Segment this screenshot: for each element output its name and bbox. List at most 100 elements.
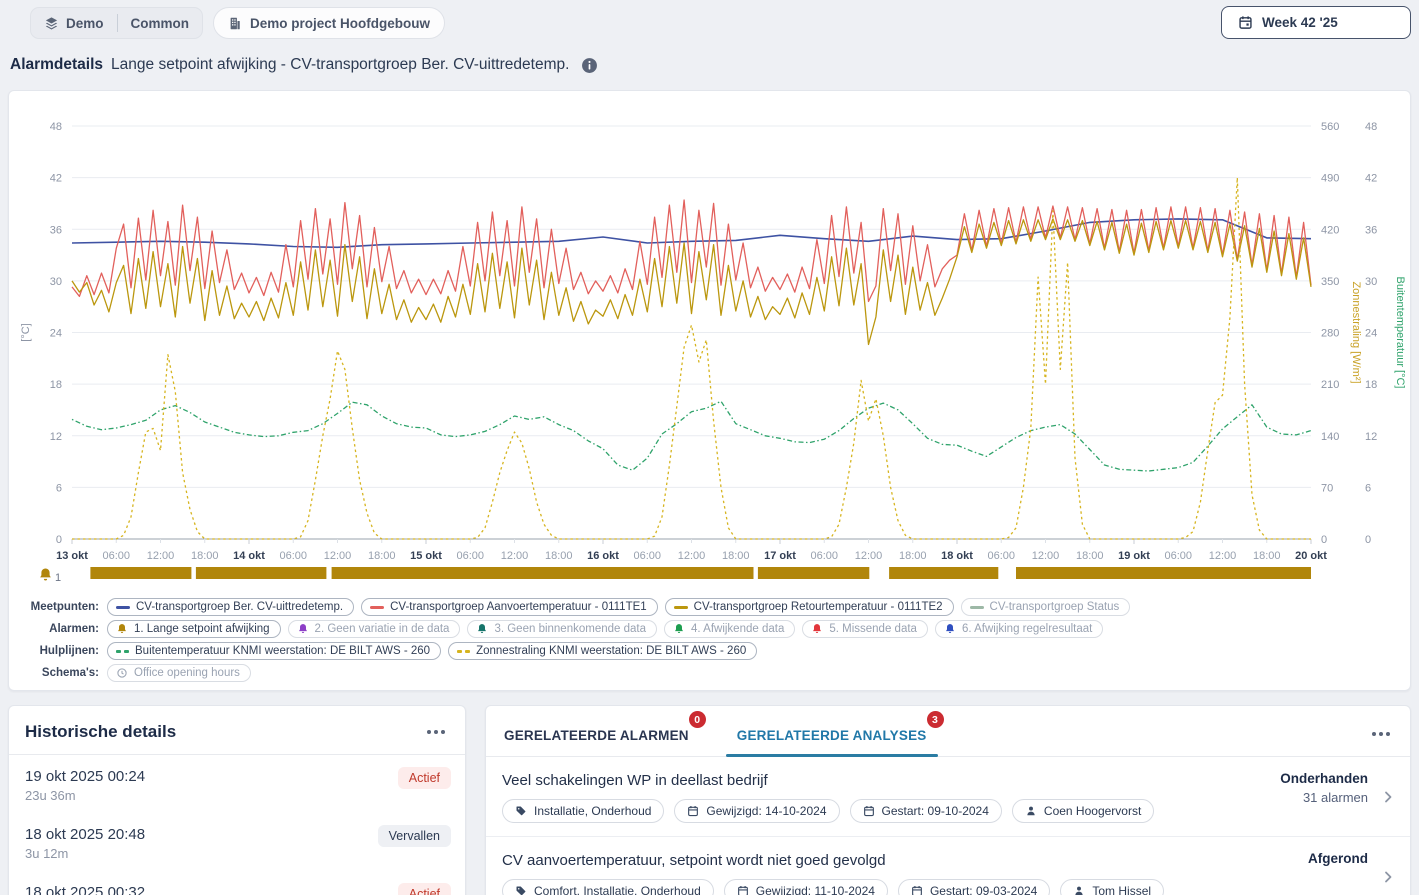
- svg-text:350: 350: [1321, 276, 1339, 288]
- analysis-status: Onderhanden: [1280, 771, 1368, 786]
- history-row[interactable]: 18 okt 2025 20:48 3u 12m Vervallen: [9, 813, 465, 871]
- legend-row: Hulplijnen: Buitentemperatuur KNMI weerst…: [21, 642, 1410, 660]
- org-button[interactable]: Demo: [31, 8, 117, 38]
- related-menu-button[interactable]: [1368, 728, 1394, 740]
- svg-text:48: 48: [50, 121, 62, 133]
- legend-row: Schema's:Office opening hours: [21, 664, 1410, 682]
- week-selector[interactable]: Week 42 '25: [1221, 6, 1411, 39]
- svg-text:06:00: 06:00: [987, 550, 1015, 562]
- owner-label: Coen Hoogervorst: [1044, 804, 1141, 818]
- svg-text:12: 12: [50, 431, 62, 443]
- related-tabs: GERELATEERDE ALARMEN 0 GERELATEERDE ANAL…: [486, 706, 1410, 757]
- legend-item-label: 2. Geen variatie in de data: [315, 623, 450, 635]
- svg-text:560: 560: [1321, 121, 1339, 133]
- svg-text:18:00: 18:00: [1253, 550, 1281, 562]
- legend-item[interactable]: CV-transportgroep Ber. CV-uittredetemp.: [107, 598, 354, 616]
- history-menu-button[interactable]: [423, 726, 449, 738]
- owner-chip: Tom Hissel: [1060, 879, 1164, 895]
- svg-text:420: 420: [1321, 224, 1339, 236]
- history-header: Historische details: [9, 706, 465, 755]
- svg-text:06:00: 06:00: [102, 550, 130, 562]
- owner-chip: Coen Hoogervorst: [1012, 799, 1154, 823]
- svg-text:210: 210: [1321, 379, 1339, 391]
- page-title: Alarmdetails: [10, 56, 103, 74]
- history-date: 19 okt 2025 00:24: [25, 768, 449, 785]
- svg-text:0: 0: [56, 534, 62, 546]
- bell-icon: [116, 623, 128, 635]
- legend-item[interactable]: 3. Geen binnenkomende data: [467, 620, 657, 638]
- svg-text:06:00: 06:00: [1164, 550, 1192, 562]
- svg-text:17 okt: 17 okt: [764, 550, 796, 562]
- analysis-title: Veel schakelingen WP in deellast bedrijf: [502, 772, 1290, 789]
- info-icon[interactable]: [581, 57, 598, 74]
- related-panel: GERELATEERDE ALARMEN 0 GERELATEERDE ANAL…: [485, 705, 1411, 895]
- alarm-chart: 0006706121401218210182428024303503036420…: [9, 91, 1412, 591]
- svg-text:19 okt: 19 okt: [1118, 550, 1150, 562]
- history-row[interactable]: 19 okt 2025 00:24 23u 36m Actief: [9, 755, 465, 813]
- legend-item-label: CV-transportgroep Ber. CV-uittredetemp.: [136, 601, 343, 613]
- chevron-right-icon[interactable]: [1380, 789, 1396, 805]
- history-duration: 3u 12m: [25, 846, 449, 861]
- tab-label: GERELATEERDE ALARMEN: [504, 728, 689, 743]
- legend-item[interactable]: 2. Geen variatie in de data: [288, 620, 461, 638]
- started-chip: Gestart: 09-10-2024: [850, 799, 1002, 823]
- legend-item[interactable]: 4. Afwijkende data: [664, 620, 795, 638]
- legend-row-label: Alarmen:: [21, 623, 99, 635]
- tab-label: GERELATEERDE ANALYSES: [737, 728, 927, 743]
- svg-text:18:00: 18:00: [545, 550, 573, 562]
- legend-item[interactable]: Office opening hours: [107, 664, 251, 682]
- legend-item[interactable]: 6. Afwijking regelresultaat: [935, 620, 1103, 638]
- org-label: Demo: [66, 16, 104, 31]
- tag-icon: [515, 885, 527, 895]
- svg-text:12:00: 12:00: [1032, 550, 1060, 562]
- project-selector[interactable]: Demo project Hoofdgebouw: [213, 7, 445, 39]
- svg-text:36: 36: [50, 224, 62, 236]
- env-button[interactable]: Common: [118, 8, 203, 38]
- svg-text:70: 70: [1321, 482, 1333, 494]
- svg-text:12:00: 12:00: [147, 550, 175, 562]
- analysis-row[interactable]: CV aanvoertemperatuur, setpoint wordt ni…: [486, 836, 1410, 895]
- svg-text:06:00: 06:00: [810, 550, 838, 562]
- svg-text:12:00: 12:00: [855, 550, 883, 562]
- project-label: Demo project Hoofdgebouw: [250, 16, 430, 31]
- legend-item[interactable]: 5. Missende data: [802, 620, 928, 638]
- svg-text:[°C]: [°C]: [20, 323, 32, 341]
- tab-gerelateerde-analyses[interactable]: GERELATEERDE ANALYSES 3: [735, 706, 929, 756]
- started-label: Gestart: 09-03-2024: [930, 884, 1037, 895]
- legend-item-label: Zonnestraling KNMI weerstation: DE BILT …: [476, 645, 746, 657]
- legend-item[interactable]: Buitentemperatuur KNMI weerstation: DE B…: [107, 642, 441, 660]
- svg-text:48: 48: [1365, 121, 1377, 133]
- svg-text:18:00: 18:00: [899, 550, 927, 562]
- legend-item[interactable]: CV-transportgroep Retourtemperatuur - 01…: [665, 598, 954, 616]
- line-swatch-icon: [674, 606, 688, 609]
- analysis-row[interactable]: Veel schakelingen WP in deellast bedrijf…: [486, 757, 1410, 836]
- legend-item[interactable]: Zonnestraling KNMI weerstation: DE BILT …: [448, 642, 757, 660]
- svg-text:24: 24: [50, 328, 62, 340]
- legend-item[interactable]: CV-transportgroep Aanvoertemperatuur - 0…: [361, 598, 658, 616]
- svg-text:12:00: 12:00: [501, 550, 529, 562]
- legend-item-label: 5. Missende data: [829, 623, 917, 635]
- calendar-icon: [863, 805, 875, 817]
- bell-icon: [476, 623, 488, 635]
- calendar-icon: [687, 805, 699, 817]
- env-label: Common: [131, 16, 190, 31]
- svg-text:18:00: 18:00: [368, 550, 396, 562]
- analysis-alarm-count: 31 alarmen: [1280, 790, 1368, 805]
- owner-label: Tom Hissel: [1092, 884, 1151, 895]
- svg-text:0: 0: [1321, 534, 1327, 546]
- calendar-icon: [911, 885, 923, 895]
- svg-text:13 okt: 13 okt: [56, 550, 88, 562]
- legend-item[interactable]: 1. Lange setpoint afwijking: [107, 620, 281, 638]
- legend-row-label: Hulplijnen:: [21, 645, 99, 657]
- tab-count-badge: 3: [927, 711, 944, 728]
- history-row[interactable]: 18 okt 2025 00:32 20u 16m Actief: [9, 871, 465, 895]
- legend-item[interactable]: CV-transportgroep Status: [961, 598, 1131, 616]
- analysis-status-block: Onderhanden 31 alarmen: [1280, 771, 1368, 805]
- legend-row: Meetpunten:CV-transportgroep Ber. CV-uit…: [21, 598, 1410, 616]
- legend-item-label: 4. Afwijkende data: [691, 623, 784, 635]
- svg-text:18:00: 18:00: [191, 550, 219, 562]
- chevron-right-icon[interactable]: [1380, 869, 1396, 885]
- legend-item-label: Buitentemperatuur KNMI weerstation: DE B…: [135, 645, 430, 657]
- legend-item-label: CV-transportgroep Retourtemperatuur - 01…: [694, 601, 943, 613]
- tab-gerelateerde-alarmen[interactable]: GERELATEERDE ALARMEN 0: [502, 706, 691, 756]
